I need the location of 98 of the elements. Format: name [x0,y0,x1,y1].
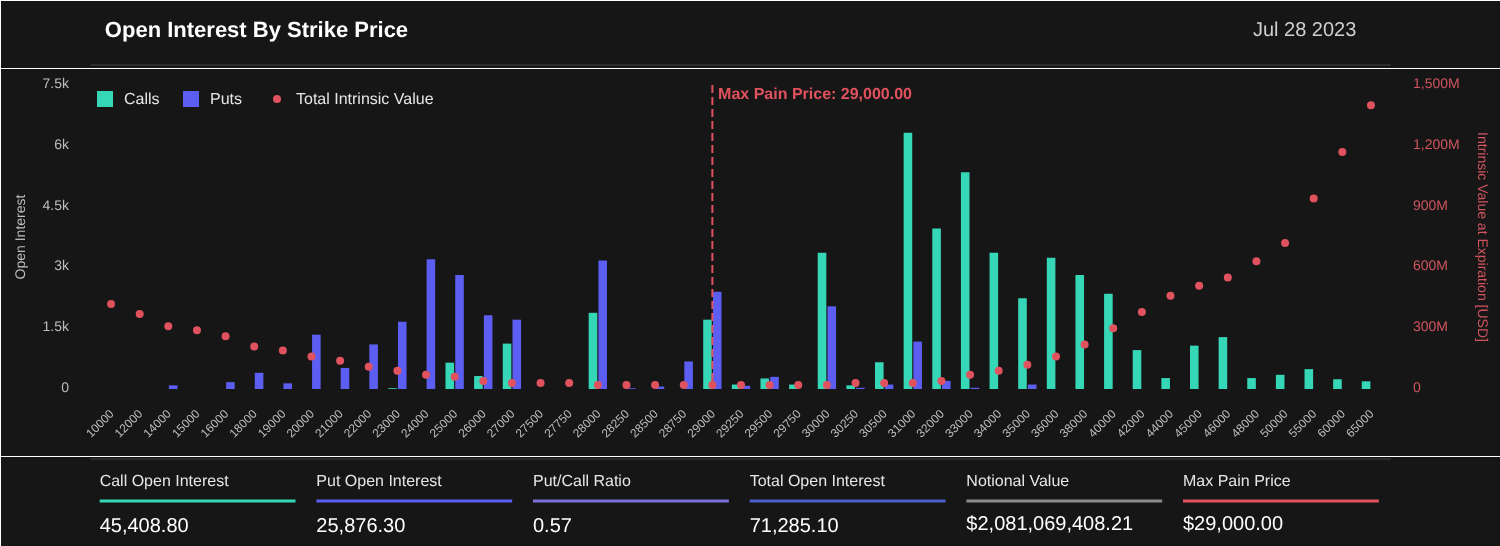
point [1223,273,1232,282]
bar [455,275,464,389]
bar [712,291,722,389]
point [1366,101,1375,110]
point [737,380,745,389]
point [937,376,946,385]
text: 71,285.10 [749,516,840,538]
chart-subtitle: Jul 28 2023 [1252,20,1358,42]
bar [1275,374,1285,389]
bar [312,334,321,389]
bar [1104,293,1113,389]
point [565,378,574,387]
point [107,299,116,308]
point [794,380,803,389]
point [1109,324,1118,333]
point [1252,257,1261,266]
point [880,378,889,387]
bar [1018,298,1027,389]
point [651,380,660,389]
point [908,378,917,387]
point [822,380,831,389]
bar [932,228,941,389]
bar [1361,381,1371,389]
legend-label: Calls [124,89,162,107]
bar [512,319,522,389]
bar [1247,378,1256,389]
chart-title: Open Interest By Strike Price [104,19,409,43]
bar [445,362,455,389]
bar [827,306,837,389]
point [1195,281,1204,290]
text: Notional Value [966,472,1071,490]
text: Put/Call Ratio [533,472,632,490]
text: $2,081,069,408.21 [966,514,1135,536]
point [593,380,602,389]
bar [588,312,598,389]
point [1137,307,1146,316]
bar [684,361,693,389]
legend-label: Total Intrinsic Value [296,89,434,107]
bar [426,259,436,389]
point [479,376,488,385]
point [250,342,259,351]
bar [1132,350,1142,389]
legend-label: Puts [210,89,245,107]
bar [1046,257,1056,389]
point [1166,291,1175,300]
point [164,322,173,331]
bar [1218,337,1228,389]
point [393,366,402,375]
point [192,326,201,335]
bar [913,341,922,389]
text: Put Open Interest [316,472,444,490]
point [536,378,545,387]
point [1023,360,1032,369]
point [765,380,774,389]
bar [598,260,607,389]
point [1080,340,1089,349]
bar [397,321,407,389]
text: Max Pain Price [1183,472,1292,490]
point [307,352,316,361]
bar [340,367,350,389]
ref-line-label: Max Pain Price: 29,000.00 [718,85,914,103]
point [851,378,860,387]
point [622,380,631,389]
bar [1161,378,1170,389]
bar [283,383,293,389]
text: 45,408.80 [99,516,190,538]
point [1281,239,1290,248]
bar [989,252,999,389]
bar [226,382,235,389]
bar [483,315,493,389]
text: Total Open Interest [749,472,887,490]
point [966,370,975,379]
point [1338,147,1347,156]
bar [254,372,264,389]
point [422,370,431,379]
point [336,356,345,365]
point [679,380,688,389]
bar [1075,275,1085,389]
text: Call Open Interest [99,472,231,490]
bar [369,344,378,389]
point [278,346,287,355]
bar [817,252,827,389]
bar [1189,345,1199,389]
bar [1304,369,1314,389]
text: 0.57 [533,516,573,538]
point [1309,194,1318,203]
text: 25,876.30 [316,516,407,538]
point [1051,352,1060,361]
bar [960,172,970,389]
point [708,380,717,389]
point [221,332,230,341]
point [507,378,516,387]
point [135,310,144,319]
point [994,366,1003,375]
bar [1333,379,1342,389]
text: $29,000.00 [1183,514,1284,536]
bar [903,132,913,389]
point [364,362,373,371]
